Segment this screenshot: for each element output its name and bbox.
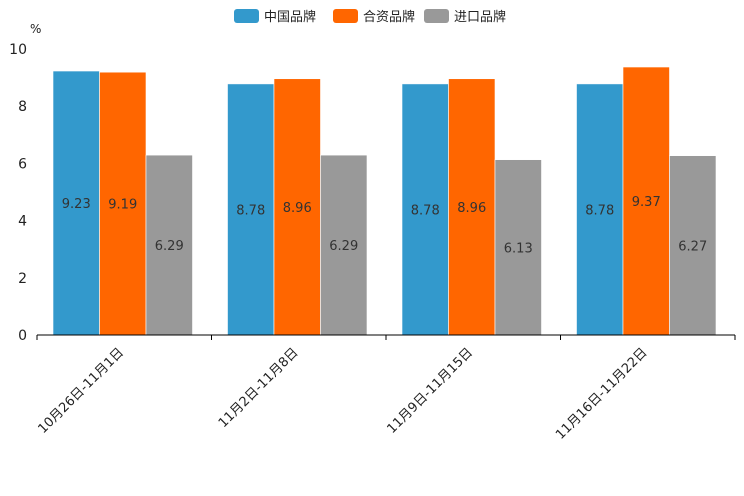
legend-label-2: 合资品牌 [363,9,415,25]
bars [52,66,717,336]
data-label-2-2: 8.96 [283,201,312,216]
x-tick-label-1: 10月26日-11月1日 [35,345,127,437]
legend-label-3: 进口品牌 [454,9,506,25]
legend-swatch-1 [234,9,259,23]
x-axis: 10月26日-11月1日 11月2日-11月8日 11月9日-11月15日 11月16… [35,334,736,443]
bar-2-3 [448,78,496,336]
data-label-2-3: 8.96 [457,201,486,216]
y-axis: 0 2 4 6 8 10 [9,42,27,344]
data-label-1-1: 9.23 [62,197,91,212]
data-label-2-4: 9.37 [632,195,661,210]
legend-swatch-2 [333,9,358,23]
bar-3-1 [145,154,193,336]
data-label-3-4: 6.27 [678,239,707,254]
legend: 中国品牌 合资品牌 进口品牌 [234,9,506,25]
y-axis-unit-label: % [30,22,41,36]
bar-3-2 [320,154,368,336]
bar-3-4 [669,155,717,336]
data-label-3-2: 6.29 [329,239,358,254]
data-label-1-2: 8.78 [236,203,265,218]
legend-swatch-3 [424,9,449,23]
data-labels: 9.23 9.19 6.29 8.78 8.96 6.29 8.78 8.96 6.13 8.78… [62,195,707,256]
bar-1-4 [576,83,624,336]
x-tick-label-3: 11月9日-11月15日 [384,345,476,437]
bar-2-2 [273,78,321,336]
y-tick-label: 2 [18,271,27,287]
y-tick-label: 6 [18,156,27,172]
y-tick-label: 4 [18,214,27,230]
x-tick-label-4: 11月16日-11月22日 [553,345,650,442]
y-tick-label: 8 [18,99,27,115]
data-label-3-1: 6.29 [155,239,184,254]
bar-1-2 [227,83,275,336]
data-label-1-4: 8.78 [585,203,614,218]
x-tick-label-2: 11月2日-11月8日 [216,345,302,431]
y-tick-label: 10 [9,42,27,58]
data-label-1-3: 8.78 [411,203,440,218]
legend-label-1: 中国品牌 [264,9,316,25]
data-label-2-1: 9.19 [108,198,137,213]
data-label-3-3: 6.13 [504,241,533,256]
bar-1-1 [52,70,100,336]
bar-2-1 [99,71,147,336]
y-tick-label: 0 [18,328,27,344]
